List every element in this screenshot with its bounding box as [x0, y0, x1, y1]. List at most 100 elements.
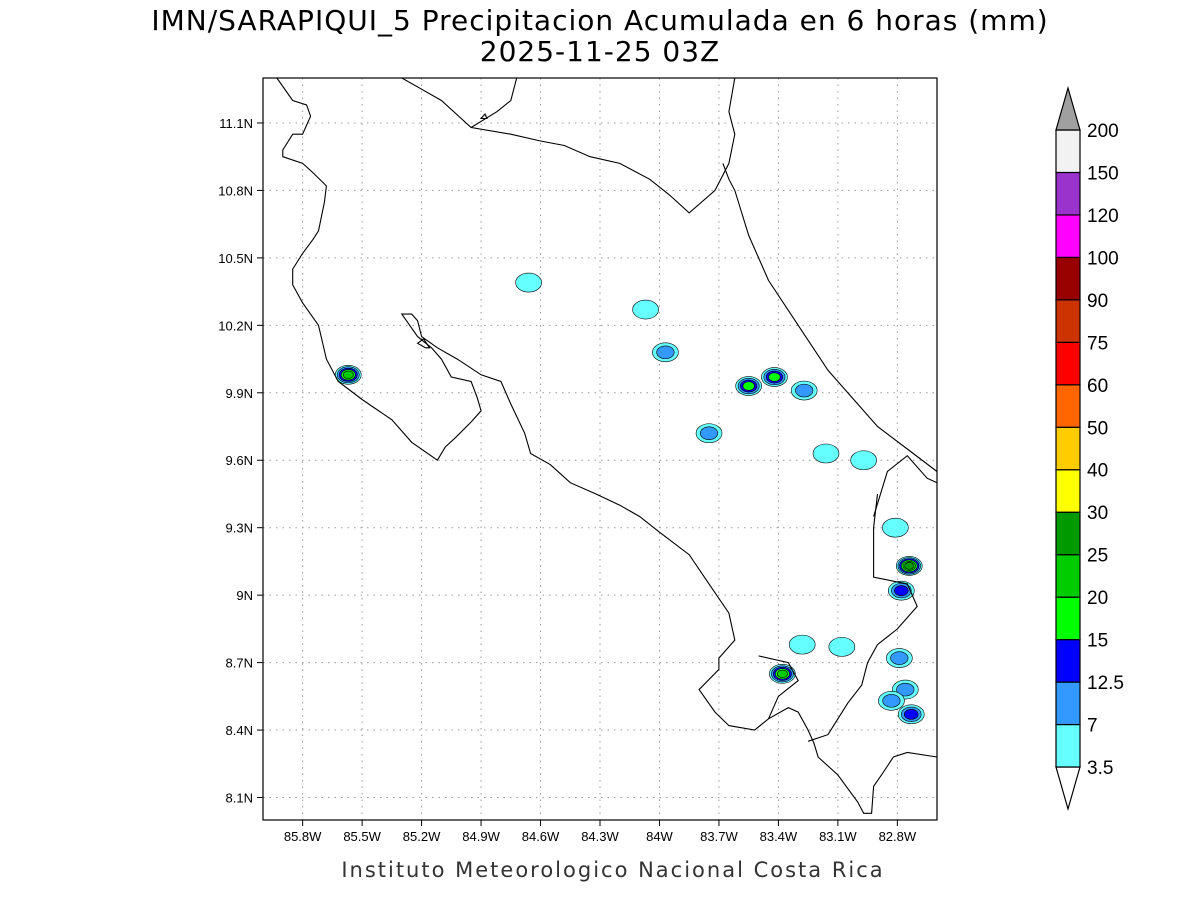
coastline [401, 78, 518, 129]
colorbar-swatch [1055, 256, 1081, 301]
precip-cell [790, 380, 818, 401]
colorbar-swatch [1055, 299, 1081, 343]
island-outline [416, 338, 431, 349]
coastline-borders [276, 78, 937, 814]
precip-contour-band [768, 372, 781, 382]
credit-footer: Instituto Meteorologico Nacional Costa R… [341, 858, 884, 882]
precip-contour-band [515, 272, 542, 293]
precip-cell [735, 376, 762, 396]
colorbar-level-label: 50 [1087, 418, 1108, 439]
lon-tick-label: 82.8W [879, 829, 917, 844]
precip-cell [812, 443, 840, 464]
lon-tick-label: 84.6W [522, 829, 560, 844]
precip-cell [897, 704, 925, 725]
precip-cell [761, 367, 788, 387]
colorbar-swatch [1055, 723, 1081, 768]
precip-cell [882, 517, 909, 538]
precip-contour-band [742, 381, 755, 391]
precip-contour-band [882, 517, 909, 538]
colorbar-swatch [1055, 214, 1081, 259]
lat-tick-label: 11.1N [219, 116, 253, 131]
colorbar-swatch [1055, 426, 1081, 471]
lat-tick-label: 8.7N [226, 656, 253, 671]
lon-tick-label: 85.5W [343, 829, 381, 844]
lat-tick-label: 8.4N [226, 723, 253, 738]
colorbar-swatch [1055, 681, 1081, 726]
colorbar-swatch [1055, 129, 1081, 174]
map-gridlines [263, 78, 937, 820]
lon-tick-label: 85.2W [403, 829, 441, 844]
precip-contour-band [776, 669, 788, 678]
colorbar-level-label: 90 [1087, 291, 1108, 312]
lat-tick-label: 9.9N [226, 386, 253, 401]
colorbar-level-label: 20 [1087, 588, 1108, 609]
coastline [276, 78, 937, 814]
lat-tick-label: 9.3N [226, 521, 253, 536]
precip-contour-band [894, 585, 909, 597]
colorbar-level-label: 200 [1087, 121, 1119, 142]
lon-tick-label: 84.3W [581, 829, 619, 844]
lat-tick-label: 10.8N [218, 183, 253, 198]
lon-tick-label: 83.4W [760, 829, 798, 844]
precip-cell [515, 272, 542, 293]
precip-cell [652, 342, 679, 363]
precip-contour-band [828, 637, 856, 657]
coastline [758, 655, 799, 720]
island-outline [479, 112, 488, 120]
map-timestamp: 2025-11-25 03Z [480, 35, 720, 68]
precip-contour-band [342, 370, 354, 379]
coastline [873, 454, 937, 517]
precip-cell [334, 364, 362, 385]
lat-tick-label: 8.1N [226, 791, 253, 806]
lon-tick-label: 84W [646, 829, 673, 844]
colorbar-swatch [1055, 638, 1081, 683]
colorbar-upper-arrow [1055, 85, 1081, 131]
precip-contour-band [850, 450, 877, 471]
lat-tick-label: 9N [236, 588, 253, 603]
precip-contour-band [699, 426, 719, 440]
colorbar-swatch [1055, 511, 1081, 556]
colorbar-level-label: 3.5 [1087, 758, 1113, 779]
colorbar-level-label: 120 [1087, 206, 1119, 227]
colorbar-level-label: 7 [1087, 716, 1098, 737]
precip-contour-band [904, 562, 915, 570]
colorbar-level-label: 15 [1087, 631, 1108, 652]
colorbar-lower-arrow [1055, 766, 1081, 812]
colorbar-level-label: 100 [1087, 248, 1119, 269]
precip-contour-band [882, 694, 901, 708]
colorbar-swatch [1055, 341, 1081, 386]
precip-cell [632, 299, 659, 320]
precip-contour-band [896, 682, 915, 697]
lon-tick-label: 84.9W [462, 829, 500, 844]
lat-tick-label: 9.6N [226, 453, 253, 468]
precip-contour-band [656, 345, 675, 360]
precip-cell [886, 648, 913, 668]
colorbar-level-label: 150 [1087, 163, 1119, 184]
colorbar-swatch [1055, 384, 1081, 428]
precip-cell [788, 634, 816, 655]
lat-tick-label: 10.5N [218, 251, 253, 266]
precip-contour-band [904, 708, 919, 720]
precip-cell [878, 691, 905, 711]
lon-tick-label: 83.7W [700, 829, 738, 844]
lon-tick-label: 83.1W [819, 829, 857, 844]
colorbar-swatch [1055, 554, 1081, 598]
precip-contour-band [632, 299, 659, 320]
colorbar-swatch [1055, 469, 1081, 513]
coastline [722, 163, 937, 472]
longitude-axis: 85.8W 85.5W 85.2W 84.9W 84.6W 84.3W 84W 83.7W 83… [284, 820, 917, 844]
precip-cell [695, 423, 723, 444]
colorbar-swatch [1055, 171, 1081, 216]
latitude-axis: 11.1N 10.8N 10.5N 10.2N 9.9N 9.6N 9.3N 9N 8.7N 8.… [218, 116, 263, 806]
colorbar-level-label: 75 [1087, 333, 1108, 354]
precip-cell [850, 450, 877, 471]
precip-contour-band [795, 383, 814, 398]
precip-cell [769, 664, 796, 684]
precip-contour-band [812, 443, 840, 464]
precipitation-contours [334, 272, 925, 725]
precip-cell [828, 637, 856, 657]
colorbar-swatch [1055, 596, 1081, 641]
colorbar-level-label: 12.5 [1087, 673, 1124, 694]
precip-cell [895, 556, 923, 576]
